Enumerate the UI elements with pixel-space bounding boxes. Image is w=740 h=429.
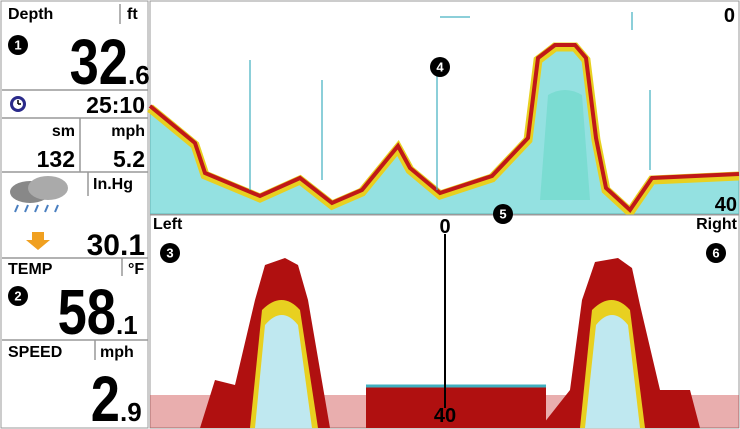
depth-value: 32 — [70, 27, 128, 98]
avg-speed-unit: mph — [111, 123, 145, 140]
callout-badge — [8, 35, 28, 55]
side-bottom-scale: 40 — [434, 405, 456, 427]
avg-speed-value: 5.2 — [113, 146, 145, 172]
top-depth-scale: 0 — [724, 5, 735, 27]
side-imaging-view — [149, 214, 740, 429]
callout-badge — [8, 286, 28, 306]
speed-decimal: .9 — [120, 397, 142, 427]
timer-value: 25:10 — [86, 92, 145, 118]
temp-label: TEMP — [8, 261, 53, 278]
callout-badge — [493, 204, 513, 224]
speed-unit: mph — [100, 344, 134, 361]
weather-icon — [10, 176, 68, 213]
callout: 4 — [436, 60, 444, 75]
speed-value: 2 — [91, 364, 120, 429]
temp-value: 58 — [58, 277, 116, 348]
callout: 2 — [14, 289, 21, 304]
temp-unit: °F — [128, 261, 144, 278]
side-top-scale: 0 — [439, 216, 450, 238]
callout: 3 — [166, 246, 173, 261]
speed-label: SPEED — [8, 344, 62, 361]
pressure-value: 30.1 — [87, 229, 145, 262]
callout: 6 — [712, 246, 719, 261]
trend-arrow — [26, 232, 50, 250]
clock-icon — [10, 96, 26, 112]
distance-unit: sm — [52, 123, 75, 140]
callout-badge — [160, 243, 180, 263]
callout: 5 — [499, 207, 506, 222]
distance-value: 132 — [37, 146, 75, 172]
pressure-unit: In.Hg — [93, 176, 133, 193]
callout: 1 — [14, 38, 21, 53]
sidebar-dividers — [2, 4, 148, 360]
sonar-2d-view — [147, 0, 740, 219]
temp-decimal: .1 — [116, 310, 138, 340]
left-label: Left — [153, 216, 183, 233]
sidebar — [0, 0, 149, 429]
callout-badge — [706, 243, 726, 263]
bottom-depth-scale: 40 — [715, 194, 737, 216]
right-label: Right — [696, 216, 738, 233]
depth-decimal: .6 — [128, 60, 150, 90]
depth-unit: ft — [127, 6, 138, 23]
callout-badge — [430, 57, 450, 77]
depth-label: Depth — [8, 6, 53, 23]
